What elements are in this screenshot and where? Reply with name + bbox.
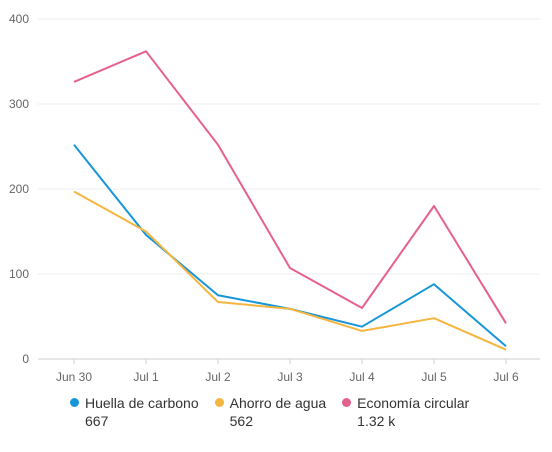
data-point[interactable]: [431, 315, 437, 321]
x-tick-label: Jul 4: [349, 370, 375, 384]
legend-marker-icon: [214, 398, 224, 407]
series-line-ahorro-de-agua[interactable]: [73, 190, 507, 351]
y-axis: 0 100 200 300 400: [9, 12, 29, 366]
y-tick-label: 0: [22, 352, 29, 366]
legend: Huella de carbono 667 Ahorro de agua 562…: [70, 394, 485, 430]
legend-item-economia-circular[interactable]: Economía circular 1.32 k: [342, 394, 469, 430]
data-point[interactable]: [71, 79, 77, 85]
x-tick-label: Jul 5: [421, 370, 447, 384]
line-chart: 0 100 200 300 400 Jun 30 Jul 1 Jul 2 Jul 3 Jul 4…: [9, 12, 540, 384]
data-point[interactable]: [431, 281, 437, 287]
legend-marker-icon: [70, 398, 79, 407]
grid-lines: [38, 18, 540, 360]
data-point[interactable]: [143, 48, 149, 54]
data-point[interactable]: [71, 142, 77, 148]
series-line-huella-de-carbono[interactable]: [73, 144, 507, 348]
legend-label: Ahorro de agua: [229, 395, 327, 411]
legend-label: Economía circular: [357, 395, 470, 411]
x-tick-label: Jul 3: [277, 370, 303, 384]
data-point[interactable]: [431, 203, 437, 209]
legend-marker-icon: [342, 398, 352, 407]
data-point[interactable]: [503, 347, 509, 353]
data-point[interactable]: [287, 306, 293, 312]
data-point[interactable]: [359, 305, 365, 311]
data-point[interactable]: [215, 292, 221, 298]
y-tick-label: 100: [9, 267, 29, 281]
y-tick-label: 300: [9, 97, 29, 111]
series-line-econom-a-circular[interactable]: [73, 50, 507, 324]
legend-total: 562: [229, 413, 253, 429]
data-point[interactable]: [215, 299, 221, 305]
y-tick-label: 400: [9, 12, 29, 26]
legend-total: 1.32 k: [357, 413, 396, 429]
x-tick-label: Jul 1: [133, 370, 159, 384]
data-point[interactable]: [359, 328, 365, 334]
data-point[interactable]: [215, 142, 221, 148]
data-point[interactable]: [71, 189, 77, 195]
data-point[interactable]: [503, 320, 509, 326]
legend-item-ahorro-de-agua[interactable]: Ahorro de agua 562: [214, 394, 327, 430]
x-tick-label: Jul 2: [205, 370, 231, 384]
x-tick-label: Jul 6: [493, 370, 519, 384]
legend-label: Huella de carbono: [85, 395, 199, 411]
x-tick-label: Jun 30: [56, 370, 92, 384]
y-tick-label: 200: [9, 182, 29, 196]
series-lines: [71, 48, 509, 353]
legend-total: 667: [85, 413, 109, 429]
data-point[interactable]: [287, 265, 293, 271]
x-axis: Jun 30 Jul 1 Jul 2 Jul 3 Jul 4 Jul 5 Jul 6: [56, 359, 519, 384]
legend-item-huella-de-carbono[interactable]: Huella de carbono 667: [70, 394, 199, 430]
data-point[interactable]: [143, 229, 149, 235]
